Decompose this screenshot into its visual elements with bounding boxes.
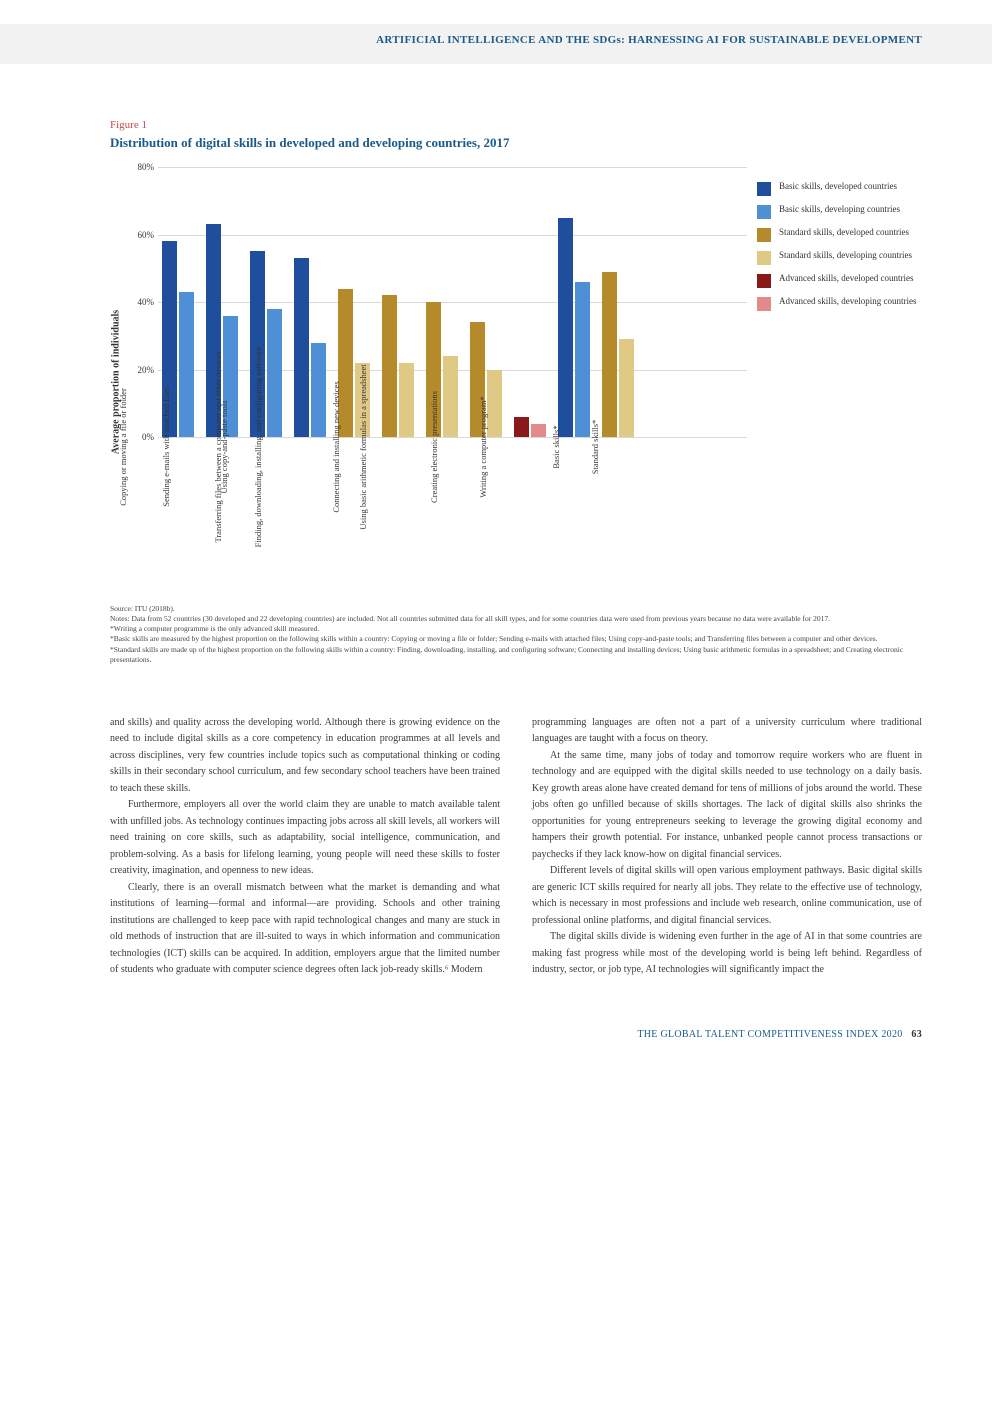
figure-notes: Source: ITU (2018b).Notes: Data from 52 …: [110, 604, 922, 665]
legend-label: Basic skills, developing countries: [779, 204, 900, 215]
footer-text: THE GLOBAL TALENT COMPETITIVENESS INDEX …: [637, 1029, 902, 1040]
legend-swatch: [757, 297, 771, 311]
paragraph: Different levels of digital skills will …: [532, 863, 922, 929]
y-tick-label: 80%: [126, 162, 154, 172]
bar: [558, 218, 573, 437]
paragraph: Furthermore, employers all over the worl…: [110, 797, 500, 880]
x-tick-label: Writing a computer program*: [479, 396, 488, 497]
x-tick-label: Creating electronic presentations: [430, 391, 439, 503]
x-tick-label: Using basic arithmetic formulas in a spr…: [359, 364, 368, 529]
header-region: ARTIFICIAL INTELLIGENCE AND THE SDGs: HA…: [0, 24, 992, 64]
bar: [382, 295, 397, 437]
bar: [531, 424, 546, 438]
y-tick-label: 40%: [126, 297, 154, 307]
legend-swatch: [757, 251, 771, 265]
footer: THE GLOBAL TALENT COMPETITIVENESS INDEX …: [110, 1029, 922, 1040]
column-right: programming languages are often not a pa…: [532, 715, 922, 979]
figure-source: Source: ITU (2018b).: [110, 604, 922, 614]
legend-label: Basic skills, developed countries: [779, 181, 897, 192]
legend-label: Standard skills, developed countries: [779, 227, 909, 238]
y-tick-label: 20%: [126, 365, 154, 375]
x-tick-label: Sending e-mails with attached files: [162, 387, 171, 506]
bar: [443, 356, 458, 437]
body-text: and skills) and quality across the devel…: [110, 715, 922, 979]
legend-swatch: [757, 274, 771, 288]
legend-item: Standard skills, developing countries: [757, 250, 917, 265]
legend-item: Basic skills, developed countries: [757, 181, 917, 196]
bar: [267, 309, 282, 437]
figure-note-line: *Writing a computer programme is the onl…: [110, 624, 922, 634]
legend-label: Standard skills, developing countries: [779, 250, 912, 261]
bar-group: [558, 218, 590, 437]
bar-group: [382, 295, 414, 437]
legend-item: Basic skills, developing countries: [757, 204, 917, 219]
x-tick-label: Transferring files between a computer an…: [214, 351, 223, 542]
bar: [487, 370, 502, 438]
bar: [514, 417, 529, 437]
page-number: 63: [911, 1029, 922, 1040]
x-tick-label: Finding, downloading, installing, and co…: [254, 347, 263, 548]
bar: [294, 258, 309, 437]
x-axis-labels: Copying or moving a file or folderSendin…: [158, 441, 747, 450]
plot-area: 0%20%40%60%80% Basic skills, developed c…: [158, 167, 747, 437]
bar-group: [602, 272, 634, 437]
bar: [575, 282, 590, 437]
paragraph: Clearly, there is an overall mismatch be…: [110, 880, 500, 979]
bar: [602, 272, 617, 437]
x-tick-label: Standard skills*: [591, 420, 600, 475]
column-left: and skills) and quality across the devel…: [110, 715, 500, 979]
legend-label: Advanced skills, developed countries: [779, 273, 913, 284]
figure-note-line: *Basic skills are measured by the highes…: [110, 634, 922, 644]
figure-label: Figure 1: [110, 119, 922, 131]
page: ARTIFICIAL INTELLIGENCE AND THE SDGs: HA…: [0, 0, 992, 1070]
x-tick-label: Basic skills*: [552, 425, 561, 468]
header-title: ARTIFICIAL INTELLIGENCE AND THE SDGs: HA…: [110, 34, 922, 46]
chart: Average proportion of individuals 0%20%4…: [130, 167, 922, 596]
legend-label: Advanced skills, developing countries: [779, 296, 916, 307]
x-tick-label: Connecting and installing new devices: [332, 381, 341, 512]
bar-group: [514, 417, 546, 437]
bar: [179, 292, 194, 437]
bar-group: [294, 258, 326, 437]
paragraph: The digital skills divide is widening ev…: [532, 929, 922, 979]
paragraph: At the same time, many jobs of today and…: [532, 748, 922, 864]
legend: Basic skills, developed countries Basic s…: [757, 181, 917, 319]
legend-swatch: [757, 228, 771, 242]
bar: [399, 363, 414, 437]
figure-note-line: *Standard skills are made up of the high…: [110, 645, 922, 665]
legend-swatch: [757, 182, 771, 196]
bars: [158, 167, 747, 437]
y-tick-label: 60%: [126, 230, 154, 240]
gridline: [158, 437, 747, 438]
legend-item: Advanced skills, developing countries: [757, 296, 917, 311]
legend-swatch: [757, 205, 771, 219]
figure-title: Distribution of digital skills in develo…: [110, 135, 922, 151]
x-tick-label: Copying or moving a file or folder: [119, 388, 128, 506]
paragraph: programming languages are often not a pa…: [532, 715, 922, 748]
legend-item: Advanced skills, developed countries: [757, 273, 917, 288]
legend-item: Standard skills, developed countries: [757, 227, 917, 242]
bar: [311, 343, 326, 438]
figure-note-line: Notes: Data from 52 countries (30 develo…: [110, 614, 922, 624]
figure: Figure 1 Distribution of digital skills …: [110, 119, 922, 665]
bar: [619, 339, 634, 437]
paragraph: and skills) and quality across the devel…: [110, 715, 500, 798]
